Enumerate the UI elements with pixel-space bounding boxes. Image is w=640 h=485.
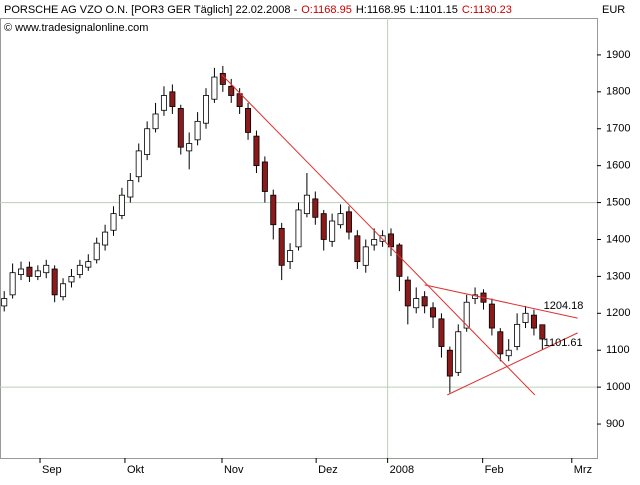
candle-body [110,213,117,231]
x-tick-label: Mrz [574,464,592,476]
candle-body [236,93,243,107]
y-tick-label: 1200 [606,307,630,319]
trendline [221,74,536,396]
ohlc-label: H:1168.95 [356,4,406,16]
candle-body [438,318,445,347]
candle-body [404,279,411,307]
candle-body [303,194,310,215]
candle-body [463,301,470,329]
candle-body [203,95,210,124]
ohlc-label: C:1130.23 [462,4,512,16]
candle-body [26,266,33,277]
trendline-label: 1101.61 [544,337,583,349]
candle-body [354,235,361,263]
header-text: PORSCHE AG VZO O.N. [POR3 GER Täglich] 2… [4,4,512,16]
candle-body [135,150,142,178]
candle-body [228,85,235,96]
candle-body [421,296,428,307]
x-tick-label: 2008 [390,464,414,476]
candle-body [9,272,16,296]
candle-body [413,298,420,309]
title: PORSCHE AG VZO O.N. [POR3 GER Täglich] 2… [4,4,298,16]
ohlc-label: O:1168.95 [301,4,352,16]
candle-body [1,298,8,307]
x-tick-label: Feb [485,464,504,476]
candle-body [371,239,378,246]
x-tick-label: Dez [318,464,338,476]
candle-body [261,161,268,192]
y-tick-label: 1300 [606,270,630,282]
candle-body [76,264,83,275]
candle-body [68,275,75,283]
y-tick-label: 1100 [606,344,630,356]
candle-body [118,194,125,216]
candle-body [505,349,512,357]
header: PORSCHE AG VZO O.N. [POR3 GER Täglich] 2… [4,4,512,16]
y-tick-label: 900 [606,418,624,430]
candle-body [85,261,92,268]
candle-body [34,270,41,277]
y-tick-label: 1600 [606,160,630,172]
candle-body [488,303,495,329]
candle-body [51,268,58,296]
candle-body [144,128,151,155]
candle-body [169,91,176,107]
candle-body [270,194,277,226]
candle-body [497,331,504,355]
candle-body [152,113,159,130]
candle-body [530,314,537,329]
candle-body [93,242,100,261]
y-tick-label: 1400 [606,233,630,245]
candle-body [194,120,201,141]
candle-body [345,211,352,233]
candle-body [455,331,462,373]
y-tick-label: 1000 [606,381,630,393]
unit-label: EUR [602,4,625,16]
candle-body [287,250,294,263]
x-tick-label: Nov [224,464,244,476]
candle-body [245,108,252,133]
candle-body [177,108,184,148]
candle-body [312,198,319,218]
candle-body [43,264,50,274]
y-tick-label: 1800 [606,86,630,98]
candle-body [514,323,521,347]
candle-body [430,307,437,318]
y-tick-label: 1900 [606,49,630,61]
candle-body [362,246,369,266]
y-tick-label: 1700 [606,123,630,135]
candle-body [253,135,260,167]
ohlc-label: L:1101.15 [410,4,458,16]
candle-body [102,231,109,246]
x-tick-label: Sep [42,464,62,476]
candle-body [320,213,327,240]
candle-body [18,268,25,275]
candle-body [396,244,403,277]
candle-body [160,95,167,111]
candle-body [522,312,529,323]
trendline-label: 1204.18 [544,300,584,312]
candle-body [329,220,336,242]
trendline [447,332,578,396]
candle-body [127,180,134,198]
candle-body [295,209,302,248]
y-tick-label: 1500 [606,196,630,208]
candle-body [337,213,344,226]
candle-body [446,349,453,377]
candle-body [278,228,285,266]
copyright: © www.tradesignalonline.com [4,22,148,34]
candle-body [539,324,546,340]
candle-body [60,283,67,298]
candle-body [387,233,394,248]
candle-body [186,143,193,152]
candle-body [211,76,218,100]
x-tick-label: Okt [127,464,144,476]
trendline [424,284,578,319]
